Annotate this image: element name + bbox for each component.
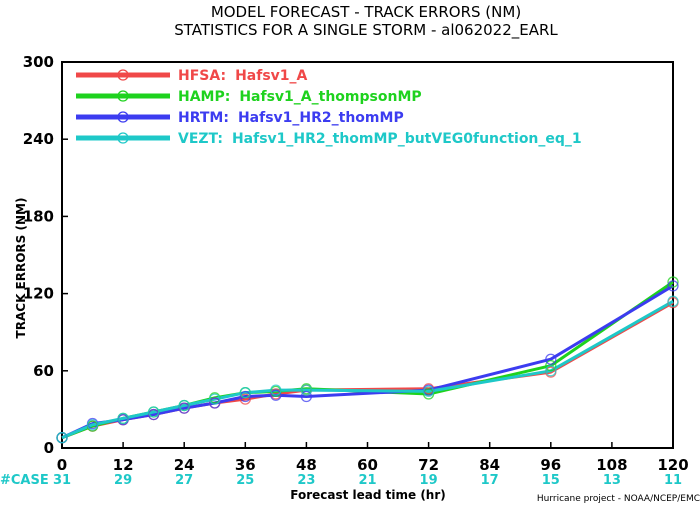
legend-code: HAMP: — [178, 89, 230, 105]
data-point — [239, 387, 251, 399]
legend-marker — [117, 90, 129, 102]
legend-name: Hafsv1_HR2_thomMP — [238, 110, 404, 126]
case-count: 23 — [297, 473, 315, 488]
legend-entry: HRTM: Hafsv1_HR2_thomMP — [178, 110, 404, 126]
data-point — [545, 365, 557, 377]
legend-code: HRTM: — [178, 110, 229, 126]
x-tick-label: 0 — [57, 456, 67, 474]
legend-code: HFSA: — [178, 68, 226, 84]
case-counts: 31 29 27 25 23 21 19 17 15 13 11 — [53, 473, 682, 488]
data-point — [667, 280, 679, 292]
x-tick-label: 24 — [174, 456, 195, 474]
y-tick-label: 0 — [44, 439, 54, 457]
case-count: 15 — [542, 473, 560, 488]
data-point — [270, 389, 282, 401]
y-axis-ticks: 0 60 120 180 240 300 — [23, 53, 68, 457]
data-point — [147, 406, 160, 418]
data-point — [117, 412, 129, 425]
chart-title: MODEL FORECAST - TRACK ERRORS (NM) — [211, 3, 521, 21]
case-count: 17 — [481, 473, 499, 488]
case-count: 25 — [236, 473, 254, 488]
case-count: 27 — [175, 473, 193, 488]
y-tick-label: 60 — [33, 362, 54, 380]
x-axis-ticks: 0 12 24 36 48 60 72 84 96 108 120 — [57, 442, 689, 474]
data-point — [300, 384, 313, 396]
x-tick-label: 120 — [657, 456, 688, 474]
legend-entry: HFSA: Hafsv1_A — [178, 68, 308, 84]
y-axis-label: TRACK ERRORS (NM) — [14, 198, 28, 339]
legend-code: VEZT: — [178, 131, 223, 147]
data-point — [209, 393, 221, 405]
series-lines — [56, 276, 679, 444]
y-tick-label: 240 — [23, 130, 54, 148]
data-point — [545, 353, 557, 365]
legend-marker — [117, 132, 129, 144]
data-point — [239, 390, 251, 403]
x-tick-label: 72 — [418, 456, 439, 474]
x-axis-label: Forecast lead time (hr) — [290, 488, 446, 502]
legend-marker — [117, 111, 129, 123]
chart-subtitle: STATISTICS FOR A SINGLE STORM - al062022… — [174, 21, 558, 40]
x-tick-label: 12 — [113, 456, 134, 474]
y-tick-label: 300 — [23, 53, 54, 71]
data-point — [270, 384, 282, 396]
legend: HFSA: Hafsv1_A HAMP: Hafsv1_A_thompsonMP HRT… — [76, 68, 582, 147]
x-tick-label: 84 — [479, 456, 500, 474]
case-count: 21 — [358, 473, 376, 488]
data-point — [667, 295, 679, 307]
data-point — [545, 360, 557, 372]
legend-marker — [117, 69, 129, 81]
x-tick-label: 60 — [357, 456, 378, 474]
data-point — [667, 276, 679, 288]
credit-text: Hurricane project - NOAA/NCEP/EMC — [537, 494, 700, 504]
case-count: 19 — [420, 473, 438, 488]
legend-name: Hafsv1_A — [235, 68, 307, 84]
x-tick-label: 96 — [540, 456, 561, 474]
legend-entry: HAMP: Hafsv1_A_thompsonMP — [178, 89, 422, 105]
case-count: 13 — [603, 473, 621, 488]
data-point — [209, 397, 221, 409]
y-tick-label: 120 — [23, 285, 54, 303]
data-point — [86, 419, 99, 431]
data-point — [300, 390, 313, 403]
case-count: 31 — [53, 473, 71, 488]
data-point — [178, 399, 190, 412]
legend-name: Hafsv1_HR2_thomMP_butVEG0function_eq_1 — [232, 131, 582, 147]
case-count: 11 — [664, 473, 682, 488]
x-tick-label: 48 — [296, 456, 317, 474]
legend-entry: VEZT: Hafsv1_HR2_thomMP_butVEG0function_e… — [178, 131, 582, 147]
x-tick-label: 108 — [596, 456, 627, 474]
series-line-hrtm — [61, 284, 674, 440]
legend-name: Hafsv1_A_thompsonMP — [239, 89, 421, 105]
case-count: 29 — [114, 473, 132, 488]
data-point — [422, 385, 435, 398]
data-point — [56, 432, 68, 444]
case-label: #CASE — [0, 473, 49, 488]
y-tick-label: 180 — [23, 207, 54, 225]
x-tick-label: 36 — [235, 456, 256, 474]
